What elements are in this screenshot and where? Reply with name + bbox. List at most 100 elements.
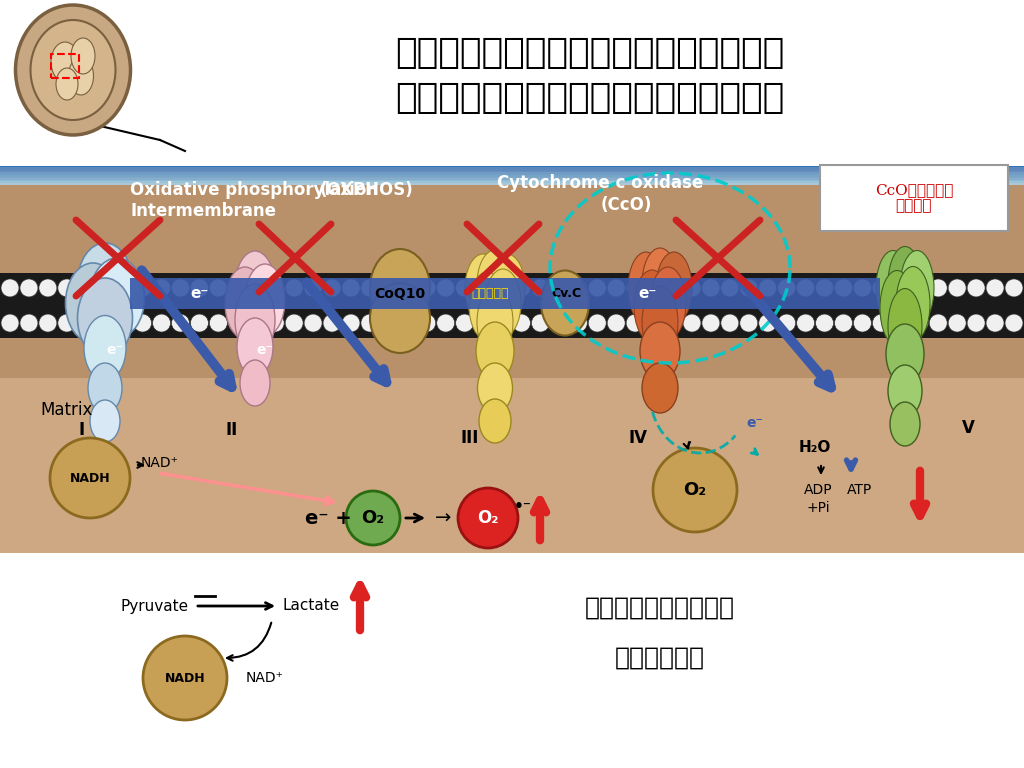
Ellipse shape (477, 288, 513, 356)
Circle shape (835, 279, 853, 297)
Circle shape (171, 314, 189, 332)
Text: ADP: ADP (804, 483, 833, 497)
Ellipse shape (634, 270, 670, 342)
Text: e⁻: e⁻ (639, 286, 657, 301)
Text: I: I (79, 421, 85, 439)
Text: V: V (962, 419, 975, 437)
Circle shape (247, 279, 265, 297)
Circle shape (209, 314, 227, 332)
Text: •⁻: •⁻ (514, 498, 531, 514)
Circle shape (436, 314, 455, 332)
Bar (0, 180, 1024, 181)
Ellipse shape (628, 252, 664, 324)
Circle shape (721, 314, 739, 332)
Circle shape (50, 438, 130, 518)
Circle shape (835, 314, 853, 332)
Text: 呼吸鎖の異常はミトコンドリア病の原因: 呼吸鎖の異常はミトコンドリア病の原因 (395, 36, 784, 70)
Ellipse shape (88, 363, 122, 413)
Ellipse shape (234, 251, 275, 323)
Ellipse shape (489, 254, 525, 322)
Circle shape (759, 314, 777, 332)
Circle shape (95, 314, 114, 332)
Text: O₂: O₂ (683, 481, 707, 499)
Circle shape (458, 488, 518, 548)
Ellipse shape (888, 365, 922, 417)
Circle shape (342, 314, 360, 332)
Circle shape (1, 279, 19, 297)
Ellipse shape (888, 247, 922, 322)
Circle shape (190, 279, 209, 297)
Circle shape (115, 279, 133, 297)
Circle shape (360, 314, 379, 332)
Circle shape (1005, 314, 1023, 332)
Circle shape (777, 279, 796, 297)
Ellipse shape (477, 363, 512, 413)
Bar (130, 278, 880, 309)
Circle shape (190, 314, 209, 332)
Circle shape (853, 314, 871, 332)
Ellipse shape (66, 263, 121, 343)
Ellipse shape (888, 289, 922, 363)
Circle shape (456, 314, 474, 332)
Circle shape (398, 314, 417, 332)
Circle shape (133, 279, 152, 297)
Bar (0, 168, 1024, 553)
Ellipse shape (234, 284, 275, 356)
Circle shape (607, 314, 626, 332)
Circle shape (143, 636, 227, 720)
Text: H₂O: H₂O (799, 441, 831, 455)
Circle shape (418, 314, 436, 332)
Ellipse shape (84, 316, 126, 380)
Text: Intermembrane: Intermembrane (130, 202, 276, 220)
Circle shape (247, 314, 265, 332)
Circle shape (436, 279, 455, 297)
Circle shape (19, 314, 38, 332)
Circle shape (1005, 279, 1023, 297)
Bar (0, 273, 1024, 338)
Circle shape (228, 279, 247, 297)
Text: O₂: O₂ (361, 509, 385, 527)
Ellipse shape (69, 57, 93, 95)
Text: +Pi: +Pi (806, 501, 829, 515)
Circle shape (531, 279, 550, 297)
Circle shape (77, 279, 95, 297)
Text: e⁻: e⁻ (106, 343, 124, 357)
Ellipse shape (656, 252, 692, 324)
Circle shape (891, 279, 909, 297)
Circle shape (209, 279, 227, 297)
Text: e⁻: e⁻ (257, 343, 273, 357)
Text: III: III (461, 429, 479, 447)
Circle shape (380, 279, 398, 297)
Circle shape (872, 279, 891, 297)
Text: Matrix: Matrix (40, 401, 92, 419)
Text: →: → (435, 508, 452, 528)
Ellipse shape (71, 38, 95, 74)
Circle shape (797, 314, 815, 332)
Text: CcOの活性上昇
を目指す: CcOの活性上昇 を目指す (874, 183, 953, 213)
Circle shape (39, 314, 57, 332)
Text: Lactate: Lactate (282, 598, 339, 614)
Circle shape (853, 279, 871, 297)
Circle shape (815, 314, 834, 332)
Circle shape (19, 279, 38, 297)
Circle shape (512, 314, 530, 332)
Text: ATP: ATP (848, 483, 872, 497)
Ellipse shape (880, 270, 914, 346)
Bar (0, 0, 1024, 160)
Circle shape (607, 279, 626, 297)
Circle shape (664, 314, 682, 332)
Text: Oxidative phosphorylation: Oxidative phosphorylation (130, 181, 378, 199)
Bar (0, 172, 1024, 174)
Circle shape (588, 279, 606, 297)
Text: II: II (226, 421, 239, 439)
Ellipse shape (650, 267, 686, 339)
Ellipse shape (237, 318, 273, 376)
Bar (0, 172, 1024, 180)
Text: NAD⁺: NAD⁺ (246, 671, 284, 685)
Text: Cytochrome c oxidase: Cytochrome c oxidase (497, 174, 703, 192)
Circle shape (474, 314, 493, 332)
Ellipse shape (642, 363, 678, 413)
Circle shape (683, 314, 701, 332)
Circle shape (304, 314, 323, 332)
Circle shape (346, 491, 400, 545)
